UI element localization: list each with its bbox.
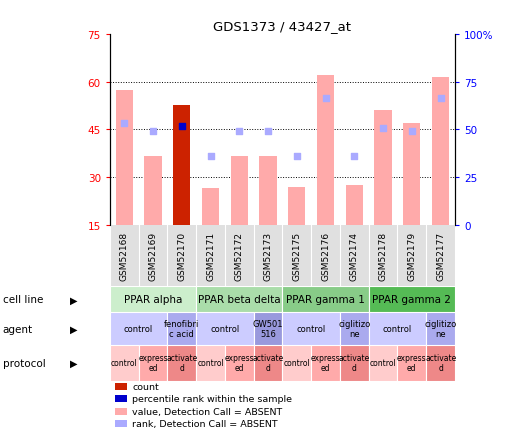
Point xyxy=(206,154,214,161)
Text: express
ed: express ed xyxy=(138,354,168,372)
Text: GSM52175: GSM52175 xyxy=(292,231,301,280)
Bar xyxy=(115,408,127,415)
Text: control: control xyxy=(370,358,396,368)
Bar xyxy=(144,157,162,225)
Bar xyxy=(369,345,397,381)
Point xyxy=(264,128,272,135)
Bar xyxy=(311,345,340,381)
Bar xyxy=(115,420,127,427)
Text: control: control xyxy=(383,324,412,333)
Text: count: count xyxy=(132,382,159,391)
Text: GSM52171: GSM52171 xyxy=(206,231,215,280)
Text: GSM52177: GSM52177 xyxy=(436,231,445,280)
Point xyxy=(436,95,445,102)
Text: rank, Detection Call = ABSENT: rank, Detection Call = ABSENT xyxy=(132,419,278,428)
Bar xyxy=(397,345,426,381)
Bar xyxy=(259,157,277,225)
Bar xyxy=(403,124,420,225)
Text: GSM52173: GSM52173 xyxy=(264,231,272,280)
Text: PPAR gamma 2: PPAR gamma 2 xyxy=(372,295,451,305)
Text: GW501
516: GW501 516 xyxy=(253,319,283,338)
Text: GSM52176: GSM52176 xyxy=(321,231,330,280)
Bar xyxy=(369,287,455,312)
Point xyxy=(293,154,301,161)
Bar xyxy=(225,345,254,381)
Text: value, Detection Call = ABSENT: value, Detection Call = ABSENT xyxy=(132,407,282,416)
Text: PPAR alpha: PPAR alpha xyxy=(124,295,182,305)
Text: ▶: ▶ xyxy=(70,324,77,334)
Text: express
ed: express ed xyxy=(224,354,254,372)
Bar xyxy=(282,287,369,312)
Text: ▶: ▶ xyxy=(70,295,77,305)
Text: protocol: protocol xyxy=(3,358,46,368)
Bar xyxy=(115,395,127,402)
Point xyxy=(407,128,416,135)
Bar xyxy=(254,345,282,381)
Text: activate
d: activate d xyxy=(166,354,197,372)
Text: percentile rank within the sample: percentile rank within the sample xyxy=(132,395,292,404)
Text: control: control xyxy=(197,358,224,368)
Bar xyxy=(374,111,392,225)
Bar xyxy=(196,312,254,345)
Text: GDS1373 / 43427_at: GDS1373 / 43427_at xyxy=(213,20,351,33)
Text: GSM52170: GSM52170 xyxy=(177,231,186,280)
Text: ciglitizo
ne: ciglitizo ne xyxy=(425,319,457,338)
Bar xyxy=(110,287,196,312)
Text: express
ed: express ed xyxy=(397,354,427,372)
Bar xyxy=(432,78,449,225)
Text: control: control xyxy=(297,324,326,333)
Bar xyxy=(369,312,426,345)
Bar xyxy=(173,106,190,225)
Text: agent: agent xyxy=(3,324,33,334)
Text: GSM52174: GSM52174 xyxy=(350,232,359,280)
Bar xyxy=(115,383,127,390)
Bar xyxy=(340,345,369,381)
Text: GSM52168: GSM52168 xyxy=(120,231,129,280)
Text: activate
d: activate d xyxy=(339,354,370,372)
Point xyxy=(149,128,157,135)
Bar xyxy=(116,90,133,225)
Text: activate
d: activate d xyxy=(425,354,456,372)
Text: GSM52169: GSM52169 xyxy=(149,231,157,280)
Text: express
ed: express ed xyxy=(311,354,340,372)
Text: PPAR gamma 1: PPAR gamma 1 xyxy=(286,295,365,305)
Bar xyxy=(167,312,196,345)
Bar xyxy=(340,312,369,345)
Text: GSM52178: GSM52178 xyxy=(379,231,388,280)
Bar xyxy=(317,76,334,225)
Bar xyxy=(231,157,248,225)
Text: control: control xyxy=(111,358,138,368)
Point xyxy=(235,128,244,135)
Bar xyxy=(282,345,311,381)
Text: ciglitizo
ne: ciglitizo ne xyxy=(338,319,370,338)
Text: activate
d: activate d xyxy=(253,354,283,372)
Text: GSM52179: GSM52179 xyxy=(407,231,416,280)
Text: control: control xyxy=(283,358,310,368)
Text: control: control xyxy=(210,324,240,333)
Point xyxy=(120,120,129,127)
Bar xyxy=(110,312,167,345)
Point xyxy=(177,123,186,130)
Bar xyxy=(196,287,282,312)
Bar xyxy=(282,312,340,345)
Bar xyxy=(426,312,455,345)
Bar xyxy=(167,345,196,381)
Bar xyxy=(288,187,305,225)
Text: GSM52172: GSM52172 xyxy=(235,232,244,280)
Text: control: control xyxy=(124,324,153,333)
Point xyxy=(321,95,329,102)
Bar xyxy=(202,189,219,225)
Bar xyxy=(254,312,282,345)
Text: cell line: cell line xyxy=(3,295,43,305)
Bar xyxy=(139,345,167,381)
Bar xyxy=(196,345,225,381)
Point xyxy=(379,125,387,132)
Text: fenofibri
c acid: fenofibri c acid xyxy=(164,319,199,338)
Bar xyxy=(110,345,139,381)
Point xyxy=(350,154,359,161)
Text: ▶: ▶ xyxy=(70,358,77,368)
Text: PPAR beta delta: PPAR beta delta xyxy=(198,295,280,305)
Bar xyxy=(346,186,363,225)
Bar xyxy=(426,345,455,381)
